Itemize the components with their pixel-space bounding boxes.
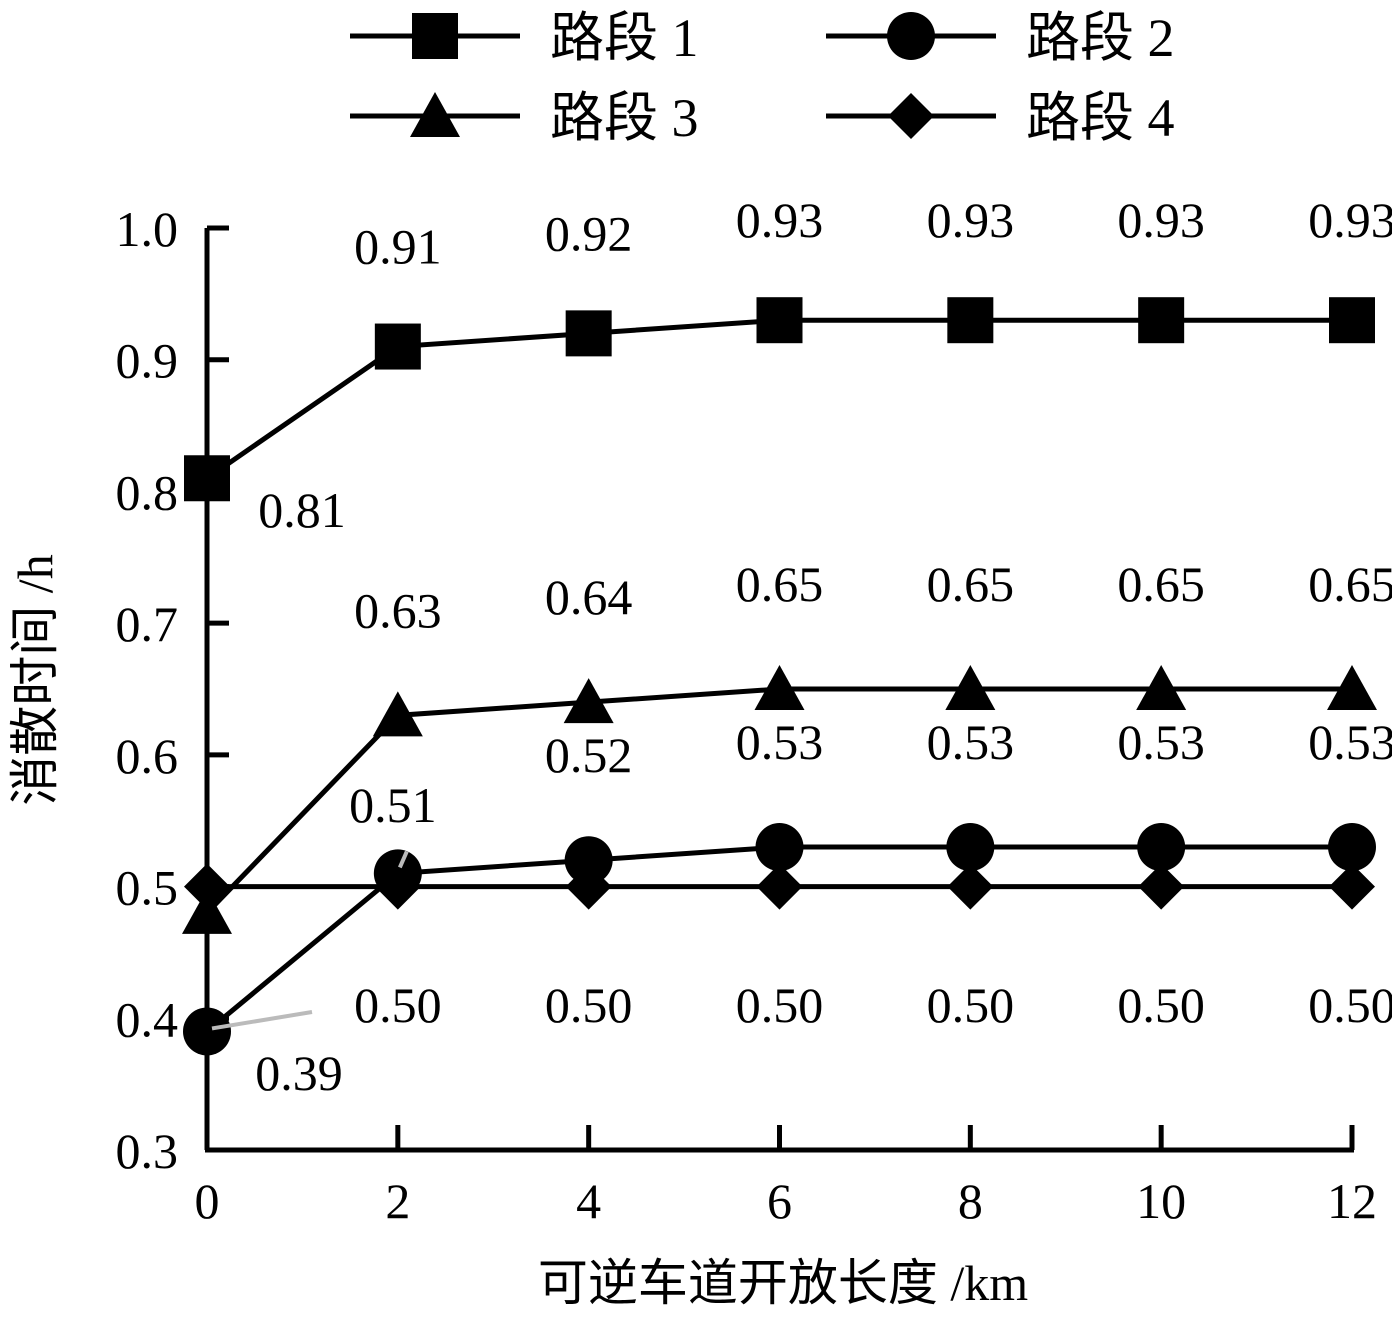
data-label-series-4: 0.50 xyxy=(545,977,633,1033)
tick-labels: 0.3 0.4 0.5 0.6 0.7 0.8 0.9 1.0 0 2 4 6 8 10 12 xyxy=(116,201,1378,1229)
data-point-series-4 xyxy=(1138,863,1185,910)
legend: 路段 1 路段 2 路段 3 路段 4 xyxy=(350,8,1175,148)
data-point-series-2 xyxy=(1137,823,1186,872)
x-tick-label: 8 xyxy=(958,1173,983,1229)
data-label-series-2: 0.39 xyxy=(255,1045,343,1101)
x-tick-label: 4 xyxy=(576,1173,601,1229)
series-markers xyxy=(182,297,1377,1056)
data-point-series-1 xyxy=(184,455,230,502)
y-tick-label: 0.8 xyxy=(116,464,179,520)
legend-marker-4 xyxy=(888,93,934,139)
legend-marker-1 xyxy=(412,13,458,59)
legend-label-3: 路段 3 xyxy=(550,88,699,148)
label-leader-lines xyxy=(211,850,409,1031)
data-label-series-2: 0.52 xyxy=(545,727,633,783)
data-point-series-1 xyxy=(1329,297,1375,344)
x-tick-label: 6 xyxy=(767,1173,792,1229)
leader-line xyxy=(211,1010,313,1031)
data-label-series-4: 0.50 xyxy=(1117,977,1205,1033)
data-point-series-4 xyxy=(565,863,612,910)
data-point-series-3 xyxy=(563,678,614,724)
legend-label-1: 路段 1 xyxy=(550,8,699,68)
data-point-series-1 xyxy=(947,297,994,344)
data-label-series-3: 0.63 xyxy=(354,582,442,638)
data-point-series-3 xyxy=(182,888,232,934)
y-tick-label: 0.3 xyxy=(116,1123,179,1179)
data-label-series-3: 0.65 xyxy=(1117,556,1205,612)
data-point-series-1 xyxy=(374,323,421,370)
legend-marker-3 xyxy=(410,92,460,137)
data-point-series-4 xyxy=(184,863,230,910)
data-point-series-2 xyxy=(946,823,995,872)
data-label-series-1: 0.93 xyxy=(1308,192,1392,248)
data-labels: 0.81 0.91 0.92 0.93 0.93 0.93 0.93 0.39 0.51 0.52… xyxy=(255,192,1392,1101)
data-label-series-1: 0.93 xyxy=(736,192,824,248)
x-tick-label: 12 xyxy=(1327,1173,1377,1229)
data-label-series-4: 0.50 xyxy=(1308,977,1392,1033)
x-tick-label: 0 xyxy=(195,1173,220,1229)
data-point-series-3 xyxy=(754,665,805,710)
data-label-series-4: 0.50 xyxy=(927,977,1015,1033)
data-point-series-4 xyxy=(947,863,994,910)
legend-label-4: 路段 4 xyxy=(1026,88,1175,148)
y-tick-label: 0.5 xyxy=(116,860,179,916)
data-point-series-3 xyxy=(372,691,423,737)
data-label-series-2: 0.53 xyxy=(927,714,1015,770)
data-label-series-1: 0.81 xyxy=(258,482,346,538)
leader-line xyxy=(398,850,409,869)
data-point-series-2 xyxy=(1328,823,1376,872)
data-point-series-3 xyxy=(1136,665,1187,710)
legend-marker-2 xyxy=(887,12,935,60)
y-tick-label: 0.7 xyxy=(116,596,179,652)
data-point-series-1 xyxy=(565,310,612,357)
data-point-series-4 xyxy=(756,863,803,910)
data-point-series-1 xyxy=(1138,297,1185,344)
y-tick-label: 0.9 xyxy=(116,333,179,389)
x-tick-label: 2 xyxy=(385,1173,410,1229)
data-point-series-4 xyxy=(1329,863,1375,910)
data-label-series-2: 0.53 xyxy=(1117,714,1205,770)
data-point-series-2 xyxy=(755,823,804,872)
y-tick-label: 1.0 xyxy=(116,201,179,257)
data-label-series-1: 0.93 xyxy=(927,192,1015,248)
data-point-series-4 xyxy=(374,863,421,910)
data-point-series-1 xyxy=(756,297,803,344)
data-label-series-2: 0.53 xyxy=(1308,714,1392,770)
data-label-series-1: 0.92 xyxy=(545,205,633,261)
x-axis-label: 可逆车道开放长度 /km xyxy=(538,1255,1028,1311)
data-label-series-3: 0.65 xyxy=(1308,556,1392,612)
y-axis-label: 消散时间 /h xyxy=(7,554,63,805)
y-tick-label: 0.4 xyxy=(116,991,179,1047)
x-tick-label: 10 xyxy=(1136,1173,1186,1229)
legend-label-2: 路段 2 xyxy=(1026,8,1175,68)
data-label-series-2: 0.53 xyxy=(736,714,824,770)
data-point-series-2 xyxy=(183,1007,231,1056)
data-label-series-1: 0.91 xyxy=(354,219,442,275)
data-label-series-4: 0.50 xyxy=(736,977,824,1033)
data-point-series-3 xyxy=(945,665,996,710)
data-label-series-3: 0.65 xyxy=(927,556,1015,612)
data-point-series-3 xyxy=(1327,665,1377,710)
data-label-series-2: 0.51 xyxy=(349,777,437,833)
data-label-series-4: 0.50 xyxy=(354,977,442,1033)
y-tick-label: 0.6 xyxy=(116,728,179,784)
data-point-series-2 xyxy=(564,836,613,885)
data-label-series-3: 0.65 xyxy=(736,556,824,612)
data-label-series-1: 0.93 xyxy=(1117,192,1205,248)
data-label-series-3: 0.64 xyxy=(545,569,633,625)
